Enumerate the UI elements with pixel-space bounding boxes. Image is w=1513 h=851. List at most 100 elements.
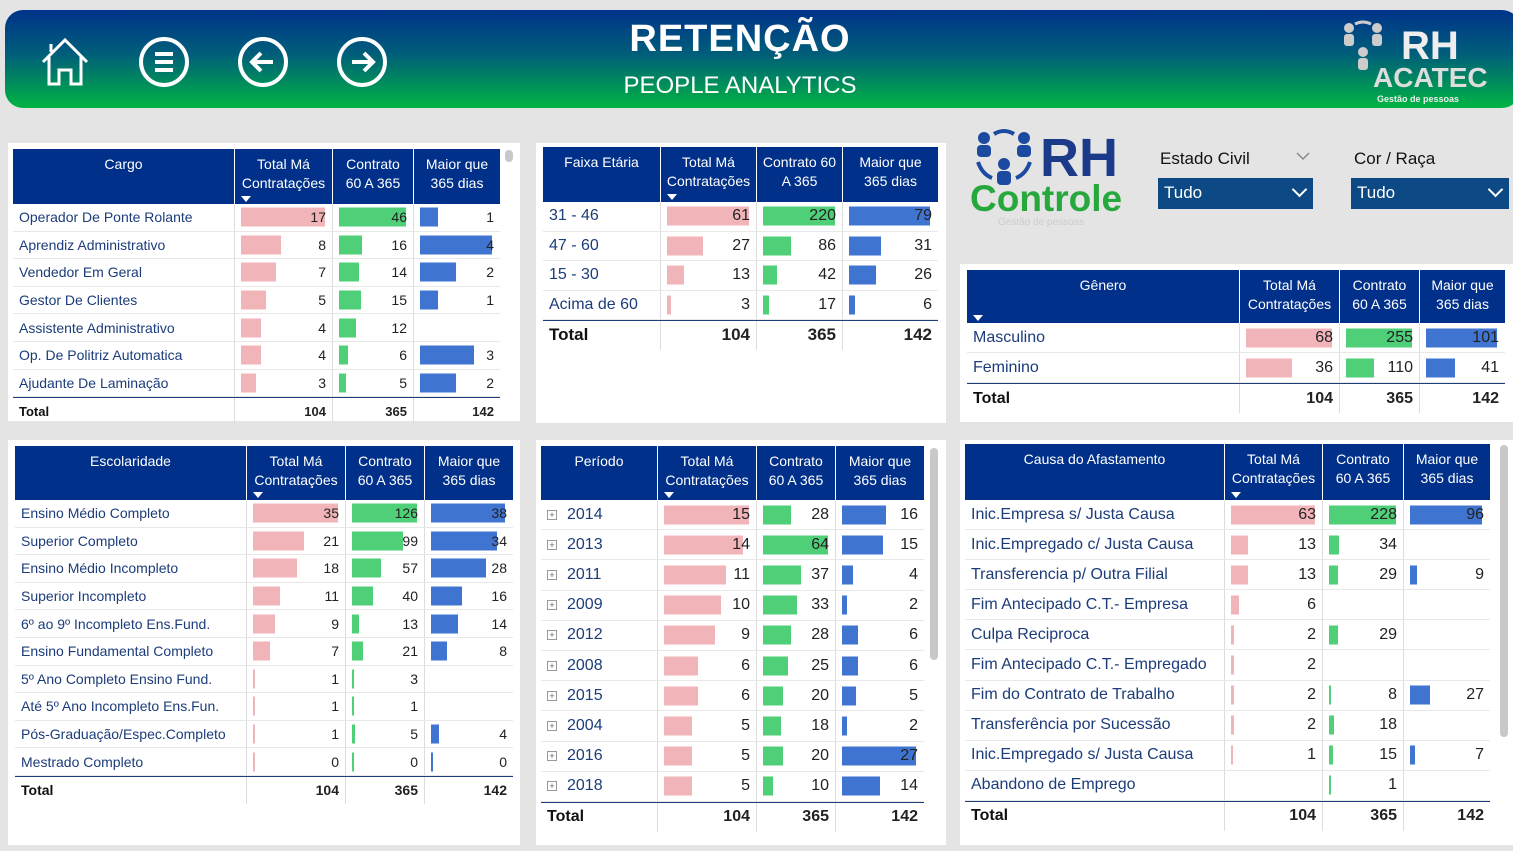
periodo-data-bar (763, 625, 792, 645)
genero-table-row[interactable]: Masculino 68 255 101 (967, 323, 1505, 353)
escolaridade-column-header[interactable]: Contrato 60 A 365 (346, 446, 425, 500)
escolaridade-data-bar (352, 614, 359, 634)
genero-table-row[interactable]: Feminino 36 110 41 (967, 353, 1505, 383)
escolaridade-table-row[interactable]: 6º ao 9º Incompleto Ens.Fund. 9 13 14 (15, 610, 513, 638)
cargo-table-row[interactable]: Aprendiz Administrativo 8 16 4 (13, 231, 500, 260)
periodo-data-bar (763, 716, 782, 736)
expand-icon[interactable]: + (547, 690, 557, 701)
cor-raca-dropdown[interactable]: Tudo (1351, 178, 1509, 209)
periodo-table-row[interactable]: +2008 6 25 6 (541, 650, 924, 682)
chevron-down-icon[interactable] (1296, 151, 1310, 161)
causa-scrollbar[interactable] (1500, 445, 1508, 737)
expand-icon[interactable]: + (547, 569, 557, 580)
expand-icon[interactable]: + (547, 509, 557, 520)
escolaridade-total-value: 142 (483, 782, 507, 799)
escolaridade-column-header[interactable]: Escolaridade (15, 446, 247, 500)
periodo-table-row[interactable]: +2015 6 20 5 (541, 681, 924, 712)
menu-icon[interactable] (136, 34, 192, 90)
causa-table-row[interactable]: Transferência por Sucessão 2 18 (965, 710, 1490, 741)
faixa-table-row[interactable]: Acima de 60 3 17 6 (543, 290, 938, 320)
periodo-table-row[interactable]: +2013 14 64 15 (541, 530, 924, 561)
faixa-table-row[interactable]: 31 - 46 61 220 79 (543, 202, 938, 232)
causa-column-header[interactable]: Causa do Afastamento (965, 444, 1225, 500)
cargo-table-row[interactable]: Op. De Politriz Automatica 4 6 3 (13, 341, 500, 370)
periodo-column-header[interactable]: Maior que 365 dias (836, 446, 924, 500)
cargo-column-header[interactable]: Maior que 365 dias (414, 149, 500, 204)
cargo-total-value: 365 (385, 403, 407, 419)
escolaridade-table-row[interactable]: Até 5º Ano Incompleto Ens.Fun. 1 1 (15, 693, 513, 721)
periodo-column-header[interactable]: Total Má Contratações (658, 446, 757, 500)
escolaridade-table-row[interactable]: Ensino Médio Incompleto 18 57 28 (15, 555, 513, 583)
faixa-table-row[interactable]: 47 - 60 27 86 31 (543, 231, 938, 261)
forward-arrow-icon[interactable] (334, 34, 390, 90)
causa-data-bar (1329, 625, 1338, 645)
escolaridade-table-row[interactable]: Superior Incompleto 11 40 16 (15, 582, 513, 611)
causa-table-row[interactable]: Culpa Reciproca 2 29 (965, 620, 1490, 651)
genero-column-header[interactable]: Contrato 60 A 365 (1340, 270, 1420, 323)
genero-column-header[interactable]: Gênero (967, 270, 1240, 323)
cargo-column-header[interactable]: Contrato 60 A 365 (333, 149, 414, 204)
causa-value-cell: 7 (1404, 741, 1490, 770)
faixa-row-label-text: Acima de 60 (549, 295, 638, 313)
faixa-value-cell: 79 (843, 202, 938, 231)
cargo-column-header[interactable]: Total Má Contratações (235, 149, 333, 204)
faixa-column-header[interactable]: Maior que 365 dias (843, 147, 938, 202)
escolaridade-table-row[interactable]: Ensino Médio Completo 35 126 38 (15, 500, 513, 528)
cargo-table-row[interactable]: Operador De Ponte Rolante 17 46 1 (13, 204, 500, 232)
faixa-column-header[interactable]: Contrato 60 A 365 (757, 147, 843, 202)
home-icon[interactable] (37, 34, 93, 90)
periodo-table-row[interactable]: +2012 9 28 6 (541, 620, 924, 651)
cargo-table-row[interactable]: Gestor De Clientes 5 15 1 (13, 286, 500, 315)
periodo-scrollbar[interactable] (930, 448, 938, 660)
escolaridade-table-row[interactable]: Superior Completo 21 99 34 (15, 527, 513, 556)
periodo-table-row[interactable]: +2016 5 20 27 (541, 741, 924, 772)
escolaridade-table-row[interactable]: Ensino Fundamental Completo 7 21 8 (15, 637, 513, 666)
causa-table-row[interactable]: Fim Antecipado C.T.- Empregado 2 (965, 650, 1490, 681)
expand-icon[interactable]: + (547, 600, 557, 611)
genero-column-header[interactable]: Maior que 365 dias (1420, 270, 1505, 323)
back-arrow-icon[interactable] (235, 34, 291, 90)
expand-icon[interactable]: + (547, 751, 557, 762)
periodo-table-row[interactable]: +2018 5 10 14 (541, 771, 924, 802)
causa-column-header[interactable]: Maior que 365 dias (1404, 444, 1490, 500)
periodo-table-row[interactable]: +2011 11 37 4 (541, 560, 924, 591)
escolaridade-table-row[interactable]: 5º Ano Completo Ensino Fund. 1 3 (15, 665, 513, 694)
escolaridade-table-row[interactable]: Pós-Graduação/Espec.Completo 1 5 4 (15, 720, 513, 749)
faixa-total-value: Total (549, 325, 589, 345)
causa-table-row[interactable]: Transferencia p/ Outra Filial 13 29 9 (965, 560, 1490, 591)
estado-civil-dropdown[interactable]: Tudo (1158, 178, 1313, 209)
faixa-column-header[interactable]: Faixa Etária (543, 147, 661, 202)
causa-column-header[interactable]: Total Má Contratações (1225, 444, 1323, 500)
causa-value: 6 (1307, 595, 1316, 613)
faixa-table-row[interactable]: 15 - 30 13 42 26 (543, 261, 938, 291)
cargo-column-header[interactable]: Cargo (13, 149, 235, 204)
cargo-table-row[interactable]: Vendedor Em Geral 7 14 2 (13, 259, 500, 287)
expand-icon[interactable]: + (547, 539, 557, 550)
causa-table-row[interactable]: Fim Antecipado C.T.- Empresa 6 (965, 590, 1490, 621)
cargo-row-label: Operador De Ponte Rolante (13, 204, 235, 231)
cargo-table-row[interactable]: Assistente Administrativo 4 12 (13, 314, 500, 342)
cargo-table-row[interactable]: Ajudante De Laminação 3 5 2 (13, 369, 500, 398)
cargo-scrollbar[interactable] (505, 150, 513, 162)
causa-table-row[interactable]: Inic.Empresa s/ Justa Causa 63 228 96 (965, 500, 1490, 531)
causa-table-row[interactable]: Inic.Empregado s/ Justa Causa 1 15 7 (965, 740, 1490, 771)
periodo-table-row[interactable]: +2009 10 33 2 (541, 590, 924, 621)
expand-icon[interactable]: + (547, 781, 557, 792)
escolaridade-column-header[interactable]: Total Má Contratações (247, 446, 346, 500)
faixa-column-header[interactable]: Total Má Contratações (661, 147, 757, 202)
expand-icon[interactable]: + (547, 720, 557, 731)
causa-table-row[interactable]: Fim do Contrato de Trabalho 2 8 27 (965, 680, 1490, 711)
genero-column-header[interactable]: Total Má Contratações (1240, 270, 1340, 323)
periodo-table-row[interactable]: +2014 15 28 16 (541, 500, 924, 531)
causa-column-header[interactable]: Contrato 60 A 365 (1323, 444, 1404, 500)
escolaridade-table-row[interactable]: Mestrado Completo 0 0 0 (15, 748, 513, 776)
periodo-table-row[interactable]: +2004 5 18 2 (541, 711, 924, 742)
causa-table-row[interactable]: Inic.Empregado c/ Justa Causa 13 34 (965, 530, 1490, 561)
periodo-column-header[interactable]: Período (541, 446, 658, 500)
periodo-column-header[interactable]: Contrato 60 A 365 (757, 446, 836, 500)
expand-icon[interactable]: + (547, 630, 557, 641)
causa-table-row[interactable]: Abandono de Emprego 1 (965, 770, 1490, 801)
escolaridade-row-label: 5º Ano Completo Ensino Fund. (15, 665, 247, 693)
escolaridade-column-header[interactable]: Maior que 365 dias (425, 446, 513, 500)
expand-icon[interactable]: + (547, 660, 557, 671)
